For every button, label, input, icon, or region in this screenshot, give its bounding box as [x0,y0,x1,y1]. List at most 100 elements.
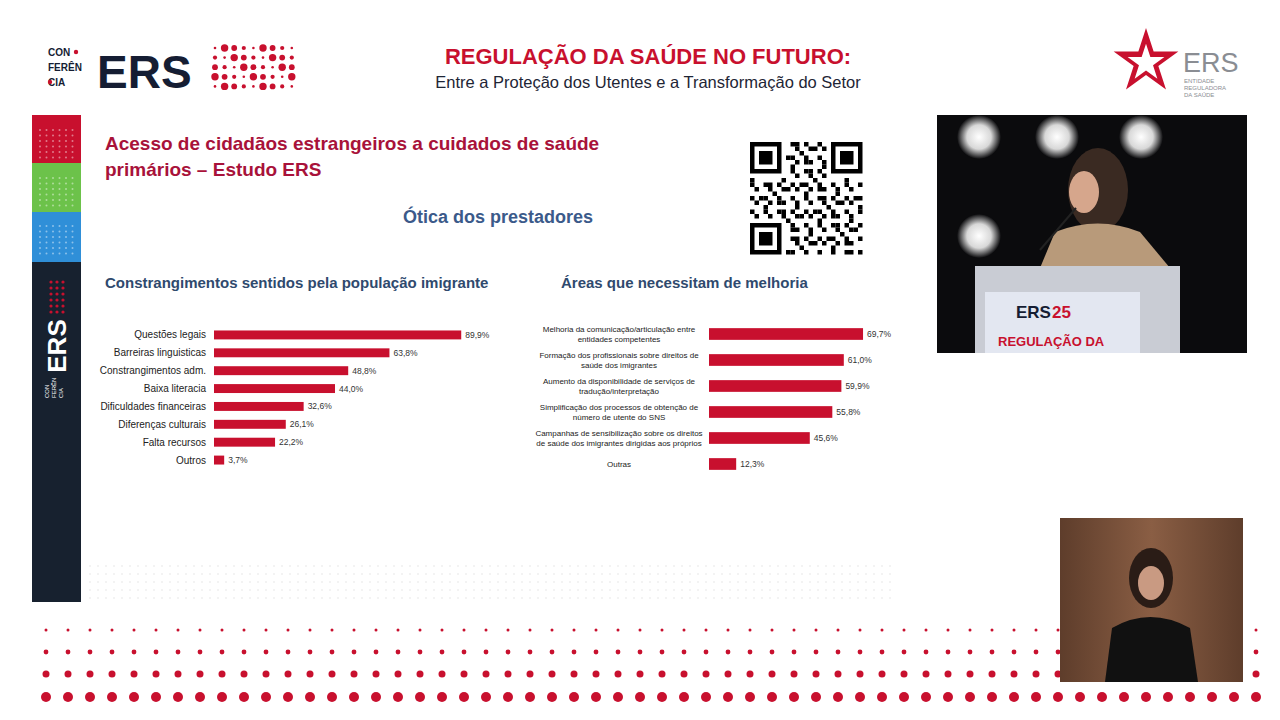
background [0,0,1280,720]
slide-dot [145,565,147,567]
sidebar-dot [61,286,64,289]
bottom-dot [330,650,335,655]
slide-background [81,115,901,602]
sidebar-dot [39,199,41,201]
slide-dot [489,565,491,567]
slide-dot [193,581,195,583]
qr-module [822,147,827,152]
slide-dot [529,573,531,575]
text-line: Outras [607,460,631,469]
slide-dot [601,565,603,567]
slide-dot [121,573,123,575]
qr-module [813,178,818,183]
bar-chart: Áreas que necessitam de melhoriaMelhoria… [535,274,891,470]
qr-module [827,237,832,242]
slide-dot [105,589,107,591]
bottom-dot [67,629,70,632]
text-line: Simplificação dos processos de obtenção … [540,403,699,412]
slide-dot [673,573,675,575]
slide-dot [585,581,587,583]
slide-dot [801,581,803,583]
bottom-dot [415,692,425,702]
qr-module [836,201,841,206]
slide-dot [489,589,491,591]
slide-dot [633,589,635,591]
slide-dot [297,597,299,599]
sidebar-block [32,163,81,212]
slide-dot [713,573,715,575]
sidebar-dot [46,225,48,227]
slide-dot [289,581,291,583]
qr-module [836,228,841,233]
sidebar-dot [59,199,61,201]
bottom-dot [613,692,623,702]
slide-dot [121,589,123,591]
bottom-dot [133,629,136,632]
sidebar-dot [52,253,54,255]
data-label: 63,8% [393,348,418,358]
slide-dot [361,581,363,583]
slide-dot [657,565,659,567]
slide-dot [497,589,499,591]
qr-module [818,183,823,188]
sidebar-dot [59,253,61,255]
slide-dot [337,573,339,575]
slide-dot [441,573,443,575]
slide-dot [561,573,563,575]
slide: ERSCONFERÊNCIAAcesso de cidadãos estrang… [32,115,901,602]
qr-module [764,205,769,210]
slide-dot [553,597,555,599]
slide-dot [481,581,483,583]
category-label: Falta recursos [143,437,206,448]
sidebar-dot [39,242,41,244]
sidebar-dot [72,253,74,255]
slide-dot [313,597,315,599]
slide-dot [505,565,507,567]
slide-dot [329,597,331,599]
qr-module [858,223,863,228]
slide-dot [457,597,459,599]
bottom-dot [792,650,797,655]
slide-dot [689,597,691,599]
qr-module [818,223,823,228]
slide-dot [489,573,491,575]
qr-module [804,210,809,215]
sidebar-dot [59,140,61,142]
bottom-dot [89,629,92,632]
slide-dot [665,597,667,599]
slide-dot [345,581,347,583]
logo-dot [271,75,275,79]
qr-module [786,250,791,255]
slide-dot [177,589,179,591]
slide-dot [633,573,635,575]
slide-dot [161,565,163,567]
slide-dot [409,581,411,583]
bottom-dot [307,671,314,678]
slide-dot [121,581,123,583]
slide-dot [809,581,811,583]
slide-dot [769,597,771,599]
slide-dot [129,573,131,575]
slide-dot [281,597,283,599]
slide-dot [345,589,347,591]
slide-dot [505,573,507,575]
bottom-dot [109,671,116,678]
sidebar-dot [61,280,64,283]
bottom-dot [440,650,445,655]
sidebar-block [32,115,81,163]
bottom-dot [374,650,379,655]
bottom-dot [352,650,357,655]
sidebar-dot [49,304,52,307]
sidebar-dot [72,146,74,148]
bottom-dot [176,650,181,655]
slide-dot [153,597,155,599]
slide-title: Acesso de cidadãos estrangeiros a cuidad… [105,133,599,180]
slide-dot [441,597,443,599]
header-subtitle: Entre a Proteção dos Utentes e a Transfo… [435,73,861,91]
slide-dot [577,589,579,591]
sidebar-dot [65,177,67,179]
qr-module [809,187,814,192]
stage-light [957,115,1001,159]
sidebar-dot [72,188,74,190]
sidebar-dot [52,151,54,153]
